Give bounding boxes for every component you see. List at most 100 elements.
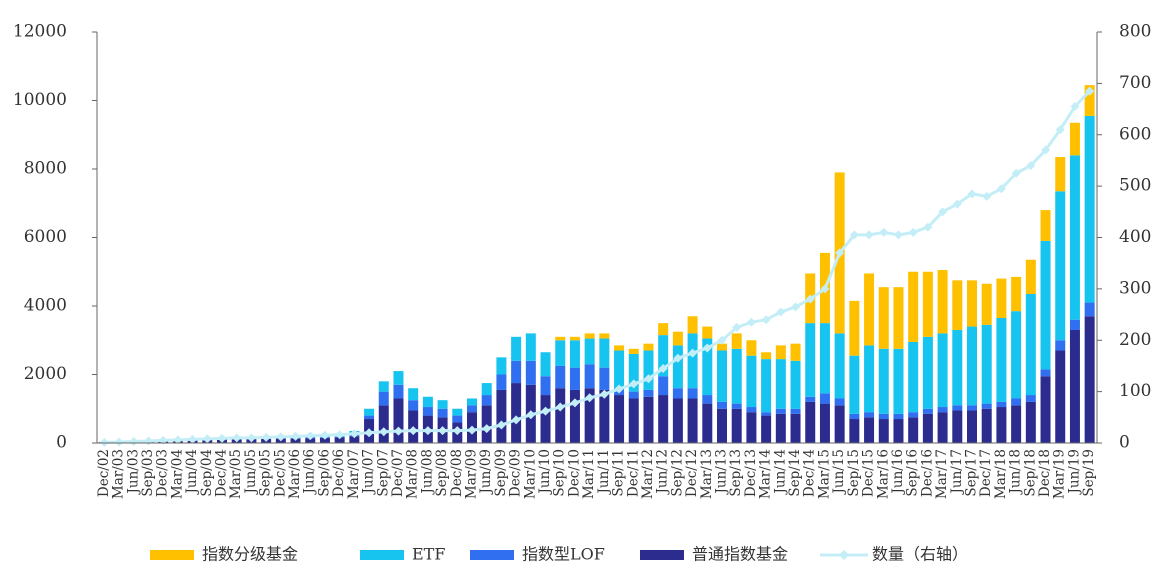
x-tick-label: Sep/10: [552, 449, 568, 497]
bar: [878, 413, 889, 420]
y2-tick-label: 0: [1119, 433, 1130, 453]
bar: [599, 333, 610, 339]
bar: [584, 364, 595, 389]
y-tick-label: 2000: [24, 364, 67, 384]
count-marker: [423, 426, 433, 436]
bar: [1084, 115, 1095, 303]
count-marker: [217, 433, 227, 443]
count-marker: [938, 207, 948, 217]
count-marker: [188, 434, 198, 444]
bar: [540, 395, 551, 443]
bar: [378, 381, 389, 392]
count-marker: [305, 431, 315, 441]
bar: [805, 401, 816, 443]
bar: [393, 384, 404, 399]
bar: [717, 350, 727, 402]
count-marker: [335, 430, 345, 440]
legend-label: 指数分级基金: [202, 545, 298, 564]
x-tick-label: Jun/11: [596, 449, 612, 496]
count-marker: [99, 437, 109, 447]
count-marker: [761, 315, 771, 325]
x-tick-label: Mar/12: [640, 449, 656, 499]
bar: [1084, 316, 1095, 443]
bar: [599, 367, 610, 390]
bar: [569, 336, 580, 341]
x-tick-label: Mar/17: [934, 449, 950, 499]
count-marker: [261, 432, 271, 442]
bar: [481, 383, 492, 396]
x-tick-label: Dec/13: [743, 449, 759, 497]
x-tick-label: Sep/11: [611, 449, 627, 497]
bar: [878, 287, 889, 349]
x-tick-label: Jun/10: [537, 449, 553, 496]
count-marker: [702, 343, 712, 353]
bar: [952, 280, 963, 330]
y2-tick-label: 100: [1119, 381, 1151, 401]
bar: [1011, 405, 1022, 443]
count-marker: [908, 227, 918, 237]
bar: [555, 388, 566, 443]
bar: [746, 412, 757, 443]
count-marker: [643, 374, 653, 384]
count-marker: [570, 398, 580, 408]
bar: [378, 391, 389, 406]
legend-swatch: [640, 550, 684, 560]
x-tick-label: Mar/09: [464, 449, 480, 499]
x-tick-label: Dec/02: [96, 449, 112, 497]
count-marker: [143, 436, 153, 446]
bar: [996, 401, 1007, 408]
bar: [555, 336, 566, 341]
bar: [555, 340, 566, 366]
bar: [746, 407, 757, 413]
bar: [893, 287, 904, 349]
bar: [731, 333, 742, 349]
y2-tick-label: 700: [1119, 73, 1151, 93]
bar: [834, 398, 845, 406]
bar: [614, 350, 625, 389]
legend-swatch: [150, 550, 194, 560]
x-tick-label: Mar/05: [228, 449, 244, 499]
x-tick-label: Mar/11: [581, 449, 597, 499]
x-tick-label: Jun/18: [1008, 449, 1024, 496]
bar: [393, 371, 404, 385]
bar: [937, 270, 948, 334]
bar: [496, 389, 507, 443]
bar: [1025, 395, 1036, 402]
x-tick-label: Dec/09: [508, 449, 524, 497]
x-tick-label: Jun/19: [1066, 449, 1082, 496]
bar: [687, 333, 698, 389]
count-marker: [511, 415, 521, 425]
legend-label: ETF: [412, 545, 445, 564]
bar: [819, 393, 830, 404]
bar: [981, 283, 992, 325]
bar: [408, 388, 419, 401]
count-marker: [1085, 86, 1095, 96]
x-tick-label: Jun/15: [831, 449, 847, 496]
bar: [1055, 157, 1066, 192]
count-marker: [379, 427, 389, 437]
y2-tick-label: 800: [1119, 22, 1151, 42]
x-tick-label: Jun/05: [243, 449, 259, 496]
count-marker: [452, 426, 462, 436]
bar: [1011, 398, 1022, 406]
x-tick-label: Dec/05: [272, 449, 288, 497]
x-tick-label: Dec/16: [919, 449, 935, 497]
bar: [1025, 259, 1036, 295]
bar: [952, 405, 963, 411]
bar: [922, 408, 933, 414]
bar: [393, 398, 404, 443]
bar: [437, 408, 448, 418]
x-tick-label: Dec/10: [566, 449, 582, 497]
bar: [584, 388, 595, 443]
bar: [422, 407, 433, 416]
bar: [717, 343, 727, 351]
bar: [334, 437, 345, 443]
x-tick-label: Mar/07: [346, 449, 362, 499]
x-tick-label: Mar/06: [287, 449, 303, 499]
bar: [922, 271, 933, 337]
bar: [952, 410, 963, 443]
bar: [1040, 369, 1051, 377]
bar: [731, 348, 742, 404]
x-tick-label: Sep/17: [964, 449, 980, 497]
